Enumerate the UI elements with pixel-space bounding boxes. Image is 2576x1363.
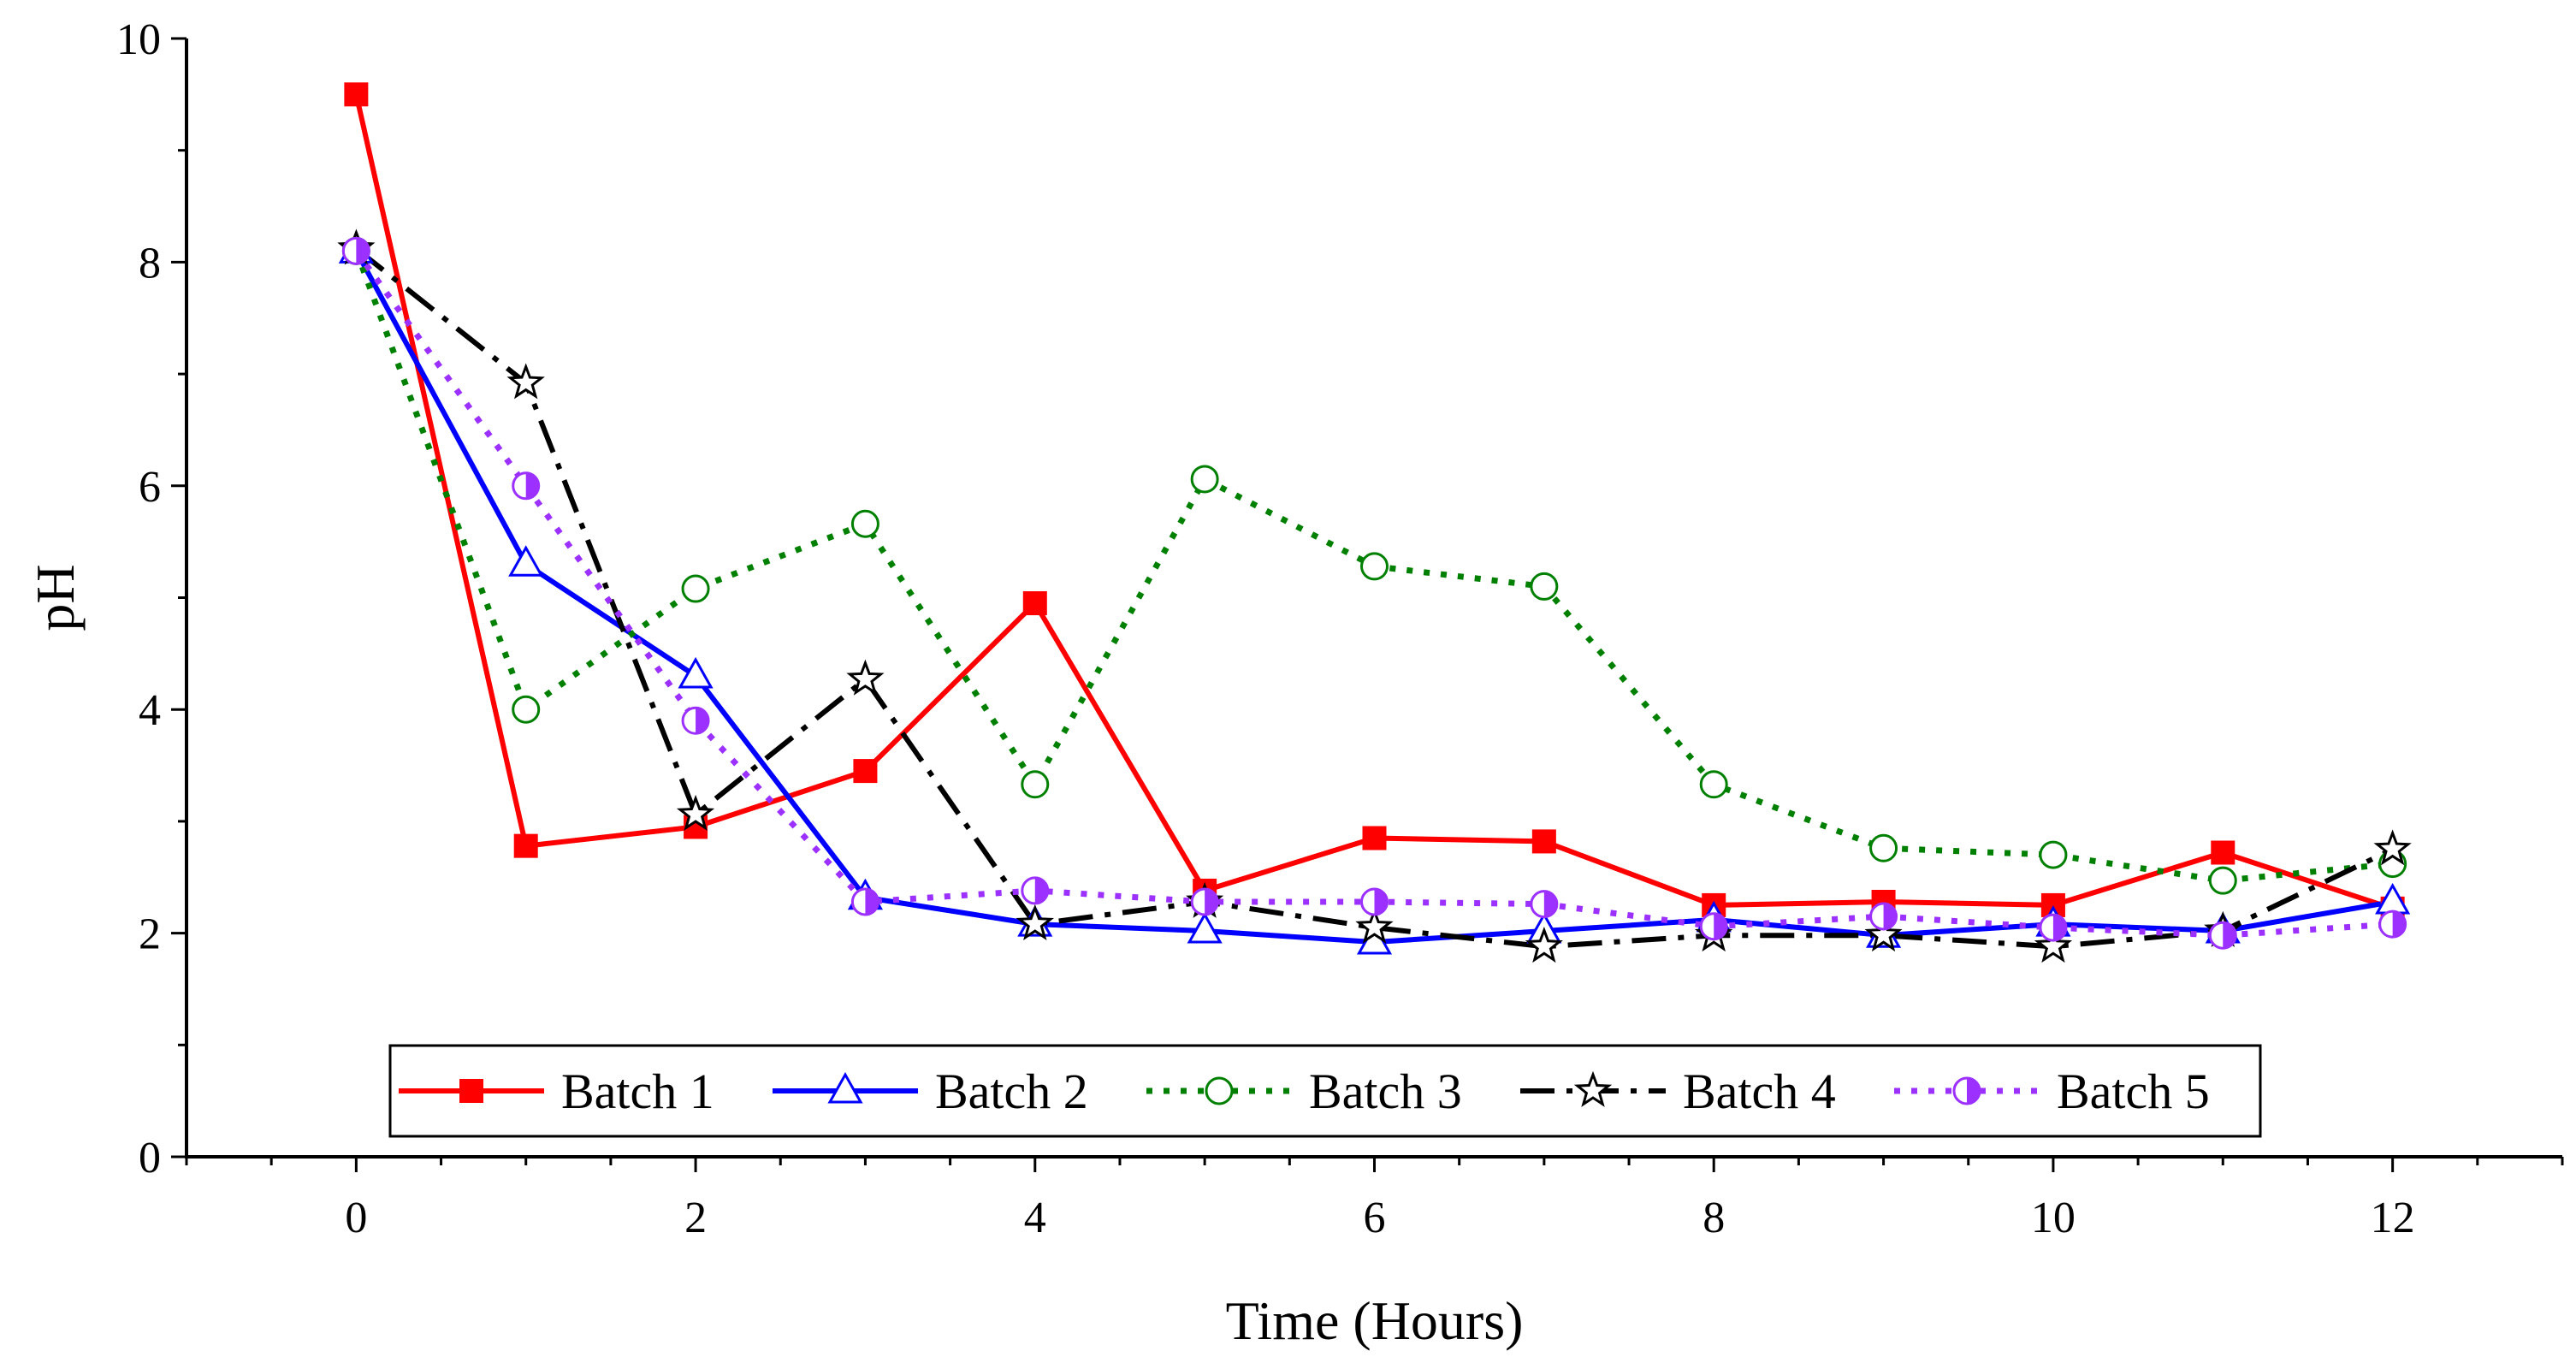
data-point-batch-4	[846, 659, 885, 696]
series-line-batch-1	[353, 93, 2394, 911]
legend-label: Batch 4	[1683, 1064, 1836, 1119]
data-point-batch-3	[1869, 833, 1898, 862]
x-tick-label: 8	[1703, 1194, 1725, 1242]
y-tick-label: 4	[139, 686, 161, 735]
x-axis-title: Time (Hours)	[1226, 1290, 1524, 1351]
legend-marker	[827, 1071, 863, 1104]
legend-label: Batch 2	[935, 1064, 1088, 1119]
legend-entry-batch-3: Batch 3	[1146, 1064, 1462, 1119]
data-point-batch-1	[1022, 591, 1047, 616]
legend-entry-batch-4: Batch 4	[1520, 1064, 1836, 1119]
data-point-batch-3	[1021, 770, 1050, 799]
y-axis-title: pH	[25, 564, 86, 631]
data-point-batch-4	[1355, 907, 1394, 944]
data-point-batch-3	[1699, 770, 1728, 799]
legend-marker	[1573, 1070, 1613, 1107]
legend-entry-batch-1: Batch 1	[399, 1064, 714, 1119]
x-tick-label: 6	[1364, 1194, 1386, 1242]
data-point-batch-5	[2039, 913, 2068, 942]
y-tick-label: 6	[139, 463, 161, 512]
data-point-batch-5	[512, 471, 541, 501]
legend-label: Batch 5	[2057, 1064, 2210, 1119]
data-point-batch-4	[1864, 915, 1903, 952]
data-point-batch-1	[1362, 826, 1387, 850]
legend-entry-batch-2: Batch 2	[773, 1064, 1088, 1119]
data-point-batch-5	[341, 236, 370, 265]
series-lines	[353, 93, 2394, 950]
legend-marker	[1952, 1076, 1981, 1105]
data-point-batch-1	[513, 833, 538, 858]
data-point-batch-5	[1699, 912, 1728, 941]
data-point-batch-4	[1016, 904, 1054, 940]
data-point-batch-5	[1360, 887, 1389, 916]
legend-marker	[1205, 1076, 1234, 1105]
data-point-batch-4	[2034, 927, 2073, 963]
data-point-batch-4	[2373, 829, 2412, 866]
data-point-batch-5	[1190, 887, 1219, 916]
data-point-batch-5	[681, 706, 710, 735]
data-point-batch-3	[850, 509, 879, 538]
legend-entry-batch-5: Batch 5	[1894, 1064, 2210, 1119]
data-point-batch-5	[850, 887, 879, 916]
series-markers	[337, 82, 2412, 963]
data-point-batch-5	[1021, 876, 1050, 905]
data-point-batch-4	[1525, 927, 1563, 963]
x-tick-label: 12	[2371, 1194, 2415, 1242]
data-point-batch-5	[1530, 890, 1559, 919]
x-tick-label: 4	[1024, 1194, 1046, 1242]
data-point-batch-1	[344, 82, 369, 107]
data-point-batch-3	[2039, 840, 2068, 869]
data-point-batch-5	[2208, 921, 2237, 950]
legend-label: Batch 1	[561, 1064, 714, 1119]
legend-marker	[459, 1079, 483, 1103]
y-tick-label: 8	[139, 239, 161, 287]
data-point-batch-1	[1531, 829, 1556, 854]
data-point-batch-2	[508, 545, 544, 577]
ticks: 0 2 4 6 8 10 12 0 2 4 6 8 10	[116, 15, 2564, 1242]
x-tick-label: 2	[684, 1194, 707, 1242]
data-point-batch-5	[2378, 910, 2407, 939]
data-point-batch-4	[506, 363, 545, 400]
data-point-batch-2	[1187, 911, 1223, 944]
data-point-batch-3	[1360, 552, 1389, 581]
data-point-batch-3	[2208, 866, 2237, 895]
y-tick-label: 0	[139, 1134, 161, 1182]
legend-label: Batch 3	[1309, 1064, 1462, 1119]
y-tick-label: 2	[139, 910, 161, 959]
x-tick-label: 10	[2031, 1194, 2076, 1242]
data-point-batch-1	[853, 759, 878, 784]
y-tick-label: 10	[116, 15, 161, 64]
axes	[185, 39, 2562, 1159]
data-point-batch-2	[678, 656, 714, 689]
data-point-batch-5	[1869, 902, 1898, 931]
data-point-batch-3	[681, 574, 710, 603]
data-point-batch-3	[512, 695, 541, 724]
data-point-batch-3	[1190, 465, 1219, 494]
legend: Batch 1 Batch 2 Batch 3 Batch 4 Batch 5	[388, 1044, 2262, 1138]
x-tick-label: 0	[345, 1194, 367, 1242]
data-point-batch-3	[1530, 572, 1559, 601]
data-point-batch-4	[676, 794, 715, 831]
data-point-batch-1	[2211, 840, 2235, 865]
